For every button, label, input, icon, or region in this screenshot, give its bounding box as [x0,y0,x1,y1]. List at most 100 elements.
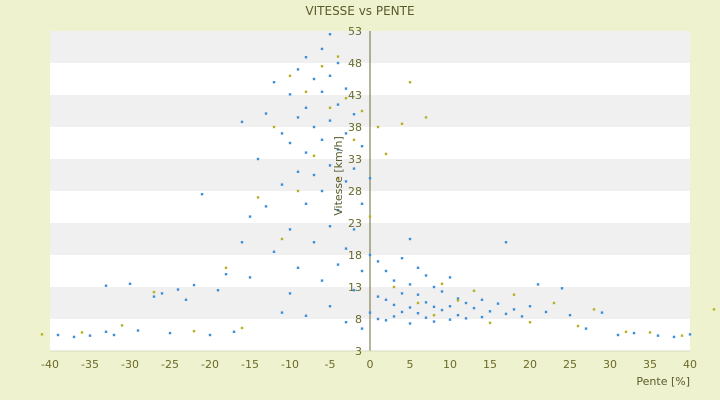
data-point [504,241,508,244]
data-point [360,202,364,205]
y-tick-label: 48 [348,57,362,70]
data-point [352,167,356,170]
data-point [368,215,372,218]
data-point [632,331,636,335]
x-tick-label: 10 [443,358,457,371]
data-point [344,87,348,90]
data-point [376,125,380,129]
data-point [120,324,124,327]
data-point [456,297,460,300]
data-point [312,125,316,129]
data-point [472,289,476,293]
data-point [216,289,220,292]
y-tick-label: 53 [348,25,362,38]
data-point [432,305,436,309]
data-point [616,333,620,337]
data-point [88,334,92,337]
data-point [496,302,500,305]
data-point [192,283,196,287]
data-point [448,305,452,308]
data-point [600,311,604,314]
data-point [472,306,476,310]
data-point [344,247,348,250]
data-point [656,334,660,337]
data-point [456,299,460,302]
data-point [160,292,164,295]
data-point [312,154,316,157]
chart-title: VITESSE vs PENTE [305,4,414,18]
data-point [488,321,492,325]
x-tick-label: -35 [81,358,99,371]
data-point [104,284,108,287]
data-point [328,106,332,109]
data-point [408,306,412,309]
data-point [280,237,284,241]
data-point [424,316,428,319]
data-point [288,292,292,295]
x-axis-label: Pente [%] [636,375,690,388]
data-point [320,47,324,51]
y-tick-label: 13 [348,281,362,294]
data-point [408,322,412,325]
data-point [360,109,364,113]
data-point [328,164,332,167]
data-point [296,68,300,71]
data-point [320,189,324,193]
data-point [296,170,300,173]
data-point [296,189,300,193]
data-point [520,315,524,318]
data-point [328,305,332,308]
data-point [272,81,276,84]
data-point [336,177,340,180]
data-point [72,335,76,339]
data-point [280,183,284,186]
data-point [80,331,84,334]
axes [50,31,690,352]
data-point [416,293,420,296]
data-point [584,327,588,330]
data-point [304,106,308,109]
data-point [296,266,300,269]
x-tick-label: 25 [563,358,577,371]
data-point [224,273,228,276]
data-point [368,253,372,257]
data-point [376,317,380,321]
data-point [248,276,252,279]
x-tick-label: 35 [643,358,657,371]
y-tick-label: 38 [348,121,362,134]
data-point [336,55,340,58]
data-point [320,138,324,141]
data-point [264,205,268,208]
data-point [312,77,316,81]
data-point [352,228,356,231]
data-point [136,329,140,332]
data-point [360,145,364,148]
data-point [536,283,540,286]
x-tick-label: 15 [483,358,497,371]
data-point [224,266,228,269]
data-point [400,292,404,295]
data-point [336,148,340,151]
data-point [104,330,108,333]
data-point [392,315,396,318]
x-tick-label: 30 [603,358,617,371]
data-point [568,313,572,317]
y-tick-label: 43 [348,89,362,102]
data-point [152,295,156,298]
data-points [40,33,716,339]
data-point [480,315,484,319]
data-point [336,263,340,266]
data-point [320,90,324,93]
data-point [432,313,436,317]
data-point [680,334,684,337]
data-point [40,333,44,336]
data-point [408,283,412,286]
data-point [512,293,516,296]
x-tick-label: 40 [683,358,697,371]
data-point [392,303,396,307]
data-point [288,93,292,96]
data-point [592,308,596,311]
data-point [344,180,348,183]
data-point [456,313,460,317]
